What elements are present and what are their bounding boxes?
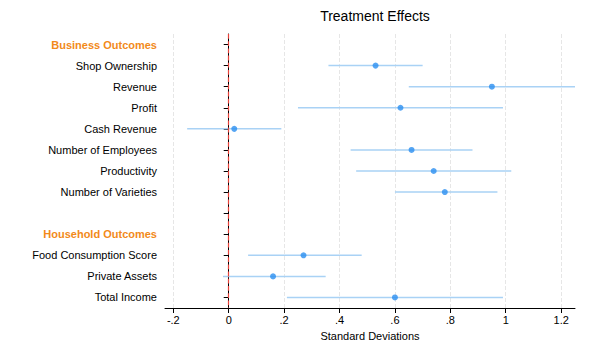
svg-text:-.2: -.2 bbox=[167, 314, 180, 326]
svg-text:Standard Deviations: Standard Deviations bbox=[320, 330, 420, 342]
svg-text:Business Outcomes: Business Outcomes bbox=[51, 39, 157, 51]
svg-text:Number of Varieties: Number of Varieties bbox=[61, 186, 158, 198]
svg-text:Profit: Profit bbox=[131, 102, 157, 114]
svg-text:.6: .6 bbox=[390, 314, 399, 326]
svg-text:Private Assets: Private Assets bbox=[87, 270, 157, 282]
svg-text:.4: .4 bbox=[335, 314, 344, 326]
svg-text:Productivity: Productivity bbox=[100, 165, 157, 177]
svg-text:Food Consumption Score: Food Consumption Score bbox=[32, 249, 157, 261]
svg-text:Number of Employees: Number of Employees bbox=[48, 144, 157, 156]
svg-text:.2: .2 bbox=[280, 314, 289, 326]
svg-text:0: 0 bbox=[226, 314, 232, 326]
svg-text:1: 1 bbox=[503, 314, 509, 326]
svg-text:1.2: 1.2 bbox=[554, 314, 569, 326]
svg-text:Total Income: Total Income bbox=[95, 291, 157, 303]
svg-text:Cash Revenue: Cash Revenue bbox=[84, 123, 157, 135]
svg-text:Shop Ownership: Shop Ownership bbox=[76, 60, 157, 72]
svg-text:Revenue: Revenue bbox=[113, 81, 157, 93]
svg-text:.8: .8 bbox=[446, 314, 455, 326]
svg-text:Household Outcomes: Household Outcomes bbox=[43, 228, 157, 240]
svg-text:Treatment Effects: Treatment Effects bbox=[320, 8, 430, 24]
